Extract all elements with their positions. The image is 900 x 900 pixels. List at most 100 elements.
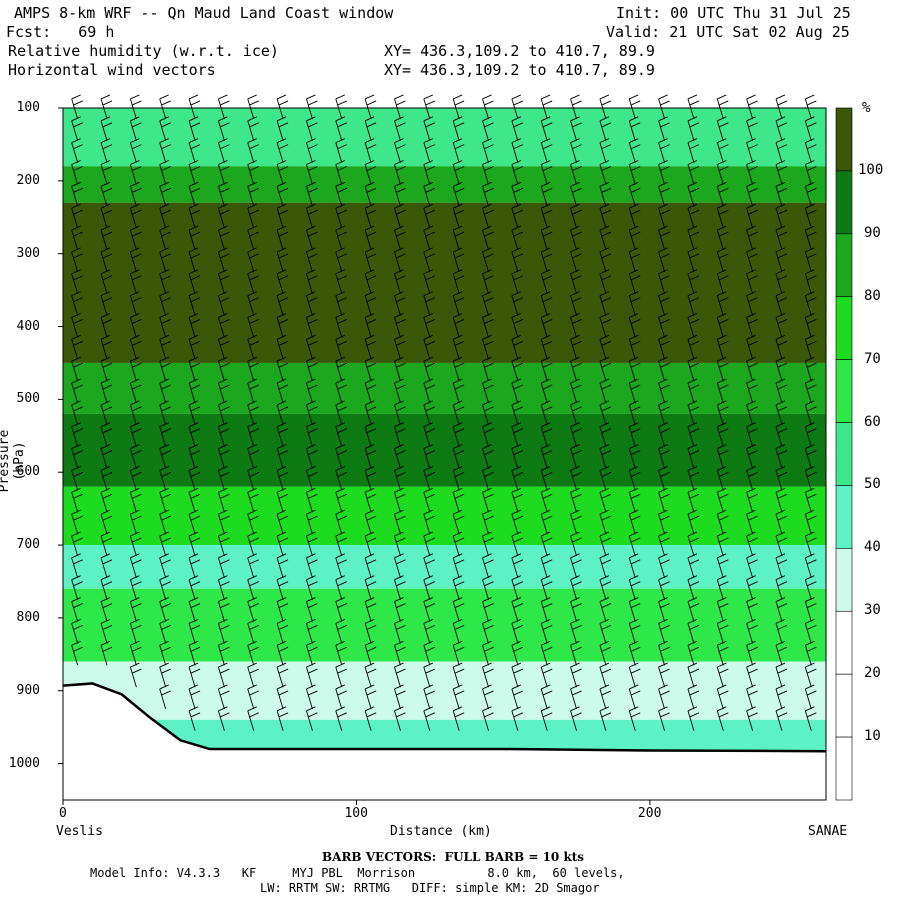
- wind-barb: [394, 553, 406, 578]
- wind-barb: [570, 487, 582, 513]
- wind-barb: [570, 160, 582, 185]
- wind-barb: [100, 203, 113, 229]
- wind-barb: [159, 247, 171, 273]
- wind-barb: [364, 203, 377, 229]
- wind-barb: [804, 706, 817, 731]
- wind-barb: [364, 269, 377, 294]
- wind-barb: [394, 531, 406, 557]
- wind-barb: [276, 313, 289, 338]
- wind-barb: [364, 291, 377, 316]
- wind-barb: [687, 466, 700, 491]
- wind-barb: [628, 509, 641, 535]
- wind-barb: [746, 203, 758, 229]
- wind-barb: [364, 94, 377, 120]
- wind-barb: [452, 160, 465, 185]
- wind-barb: [540, 662, 553, 688]
- wind-barb: [159, 203, 171, 229]
- wind-barb: [482, 553, 494, 578]
- wind-barb: [804, 662, 817, 688]
- wind-barb: [804, 618, 817, 644]
- wind-barb: [423, 203, 436, 229]
- wind-barb: [482, 94, 494, 120]
- wind-barb: [129, 225, 142, 251]
- wind-barb: [511, 356, 524, 382]
- wind-barb: [452, 94, 465, 120]
- rh-band-7: [63, 588, 826, 662]
- wind-barb: [364, 575, 377, 600]
- wind-barb: [628, 640, 641, 666]
- wind-barb: [423, 138, 436, 163]
- y-tick-label: 100: [16, 100, 40, 115]
- wind-barb: [159, 597, 171, 622]
- wind-barb: [599, 160, 612, 185]
- wind-barb: [628, 444, 641, 469]
- wind-barb: [364, 444, 377, 469]
- wind-barb: [599, 225, 612, 251]
- wind-barb: [306, 640, 318, 666]
- wind-barb: [570, 356, 582, 382]
- wind-barb: [570, 94, 582, 120]
- wind-barb: [658, 531, 670, 557]
- wind-barb: [71, 553, 83, 578]
- wind-barb: [188, 378, 201, 404]
- wind-barb: [511, 618, 524, 644]
- wind-barb: [188, 575, 201, 600]
- wind-barb: [628, 662, 641, 688]
- wind-barb: [570, 640, 582, 666]
- wind-barb: [687, 116, 700, 141]
- wind-barb: [394, 706, 406, 731]
- wind-barb: [716, 422, 729, 447]
- wind-barb: [804, 94, 817, 120]
- wind-barb: [423, 531, 436, 557]
- wind-barb: [247, 575, 259, 600]
- wind-barb: [217, 575, 230, 600]
- wind-barb: [306, 203, 318, 229]
- wind-barb: [364, 684, 377, 710]
- wind-barb: [306, 618, 318, 644]
- wind-barb: [452, 684, 465, 710]
- wind-barb: [804, 422, 817, 447]
- wind-barb: [247, 444, 259, 469]
- wind-barb: [482, 575, 494, 600]
- wind-barb: [628, 269, 641, 294]
- wind-barb: [188, 334, 201, 360]
- wind-barb: [628, 356, 641, 382]
- wind-barb: [570, 662, 582, 688]
- wind-barb: [159, 575, 171, 600]
- wind-barb: [804, 444, 817, 469]
- wind-barb: [452, 378, 465, 404]
- wind-barb: [570, 247, 582, 273]
- wind-barb: [188, 618, 201, 644]
- colorbar-segment: [835, 736, 853, 801]
- wind-barb: [364, 422, 377, 447]
- wind-barb: [247, 203, 259, 229]
- wind-barb: [159, 531, 171, 557]
- wind-barb: [628, 313, 641, 338]
- wind-barb: [775, 422, 788, 447]
- wind-barb: [687, 247, 700, 273]
- wind-barb: [687, 422, 700, 447]
- terrain-line: [62, 682, 827, 753]
- wind-barb: [746, 618, 758, 644]
- wind-barb: [423, 444, 436, 469]
- wind-barb: [628, 597, 641, 622]
- wind-barb: [129, 662, 142, 688]
- model-info-line-2: LW: RRTM SW: RRTMG DIFF: simple KM: 2D S…: [260, 881, 600, 895]
- wind-barb: [687, 138, 700, 163]
- wind-barb: [716, 684, 729, 710]
- y-tick-label: 300: [16, 245, 40, 261]
- wind-barb: [628, 553, 641, 578]
- wind-barb: [394, 487, 406, 513]
- wind-barb: [247, 247, 259, 273]
- rh-band-2: [63, 202, 826, 363]
- colorbar-tick-label: 40: [864, 539, 881, 556]
- wind-barb: [335, 706, 347, 731]
- wind-barb: [716, 466, 729, 491]
- wind-barb: [570, 575, 582, 600]
- wind-barb: [159, 509, 171, 535]
- wind-barb: [394, 160, 406, 185]
- colorbar-segment: [835, 485, 853, 549]
- wind-barb: [335, 640, 347, 666]
- wind-barb: [217, 378, 230, 404]
